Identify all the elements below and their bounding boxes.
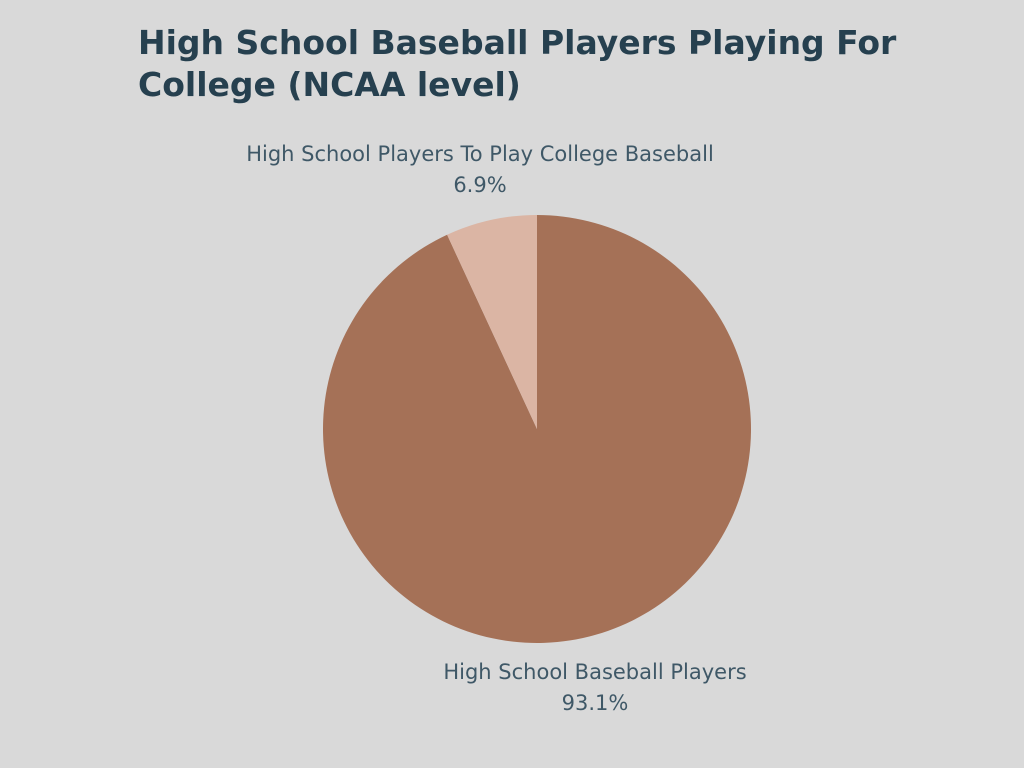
slice-label-players-to-play-college-baseball: High School Players To Play College Base… — [180, 139, 780, 201]
slice-percent-value: 6.9% — [453, 173, 507, 197]
pie-slice-high-school-baseball-players — [323, 215, 752, 643]
chart-title: High School Baseball Players Playing For… — [138, 23, 897, 104]
pie-slice-players-to-play-college-baseball — [447, 215, 537, 429]
slice-label-text: High School Baseball Players — [443, 660, 747, 684]
slice-percent-value: 93.1% — [561, 691, 629, 715]
slice-label-text: High School Players To Play College Base… — [246, 142, 714, 166]
slice-label-high-school-baseball-players: High School Baseball Players 93.1% — [395, 657, 795, 719]
